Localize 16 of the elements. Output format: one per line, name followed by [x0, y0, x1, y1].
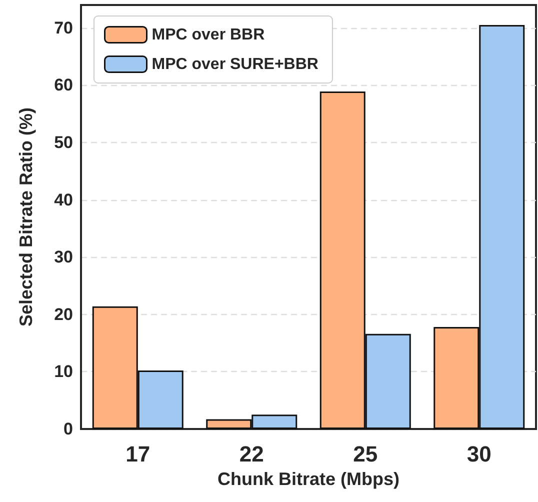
x-tick-label: 17 — [126, 442, 150, 466]
y-tick-label: 20 — [54, 304, 73, 324]
x-tick-label: 22 — [239, 442, 264, 466]
legend-label: MPC over BBR — [152, 26, 266, 44]
y-tick-label: 40 — [54, 190, 73, 210]
x-axis-title: Chunk Bitrate (Mbps) — [218, 468, 400, 489]
x-tick-label: 30 — [466, 442, 492, 466]
legend-label: MPC over SURE+BBR — [152, 56, 319, 73]
y-tick-label: 10 — [54, 362, 73, 382]
y-tick-label: 0 — [64, 420, 73, 438]
y-axis-title: Selected Bitrate Ratio (%) — [16, 107, 36, 327]
y-tick-label: 30 — [54, 248, 73, 267]
x-tick-label: 25 — [353, 442, 378, 466]
y-tick-label: 60 — [54, 76, 73, 95]
y-tick-label: 50 — [54, 133, 73, 152]
y-tick-label: 70 — [54, 18, 73, 38]
